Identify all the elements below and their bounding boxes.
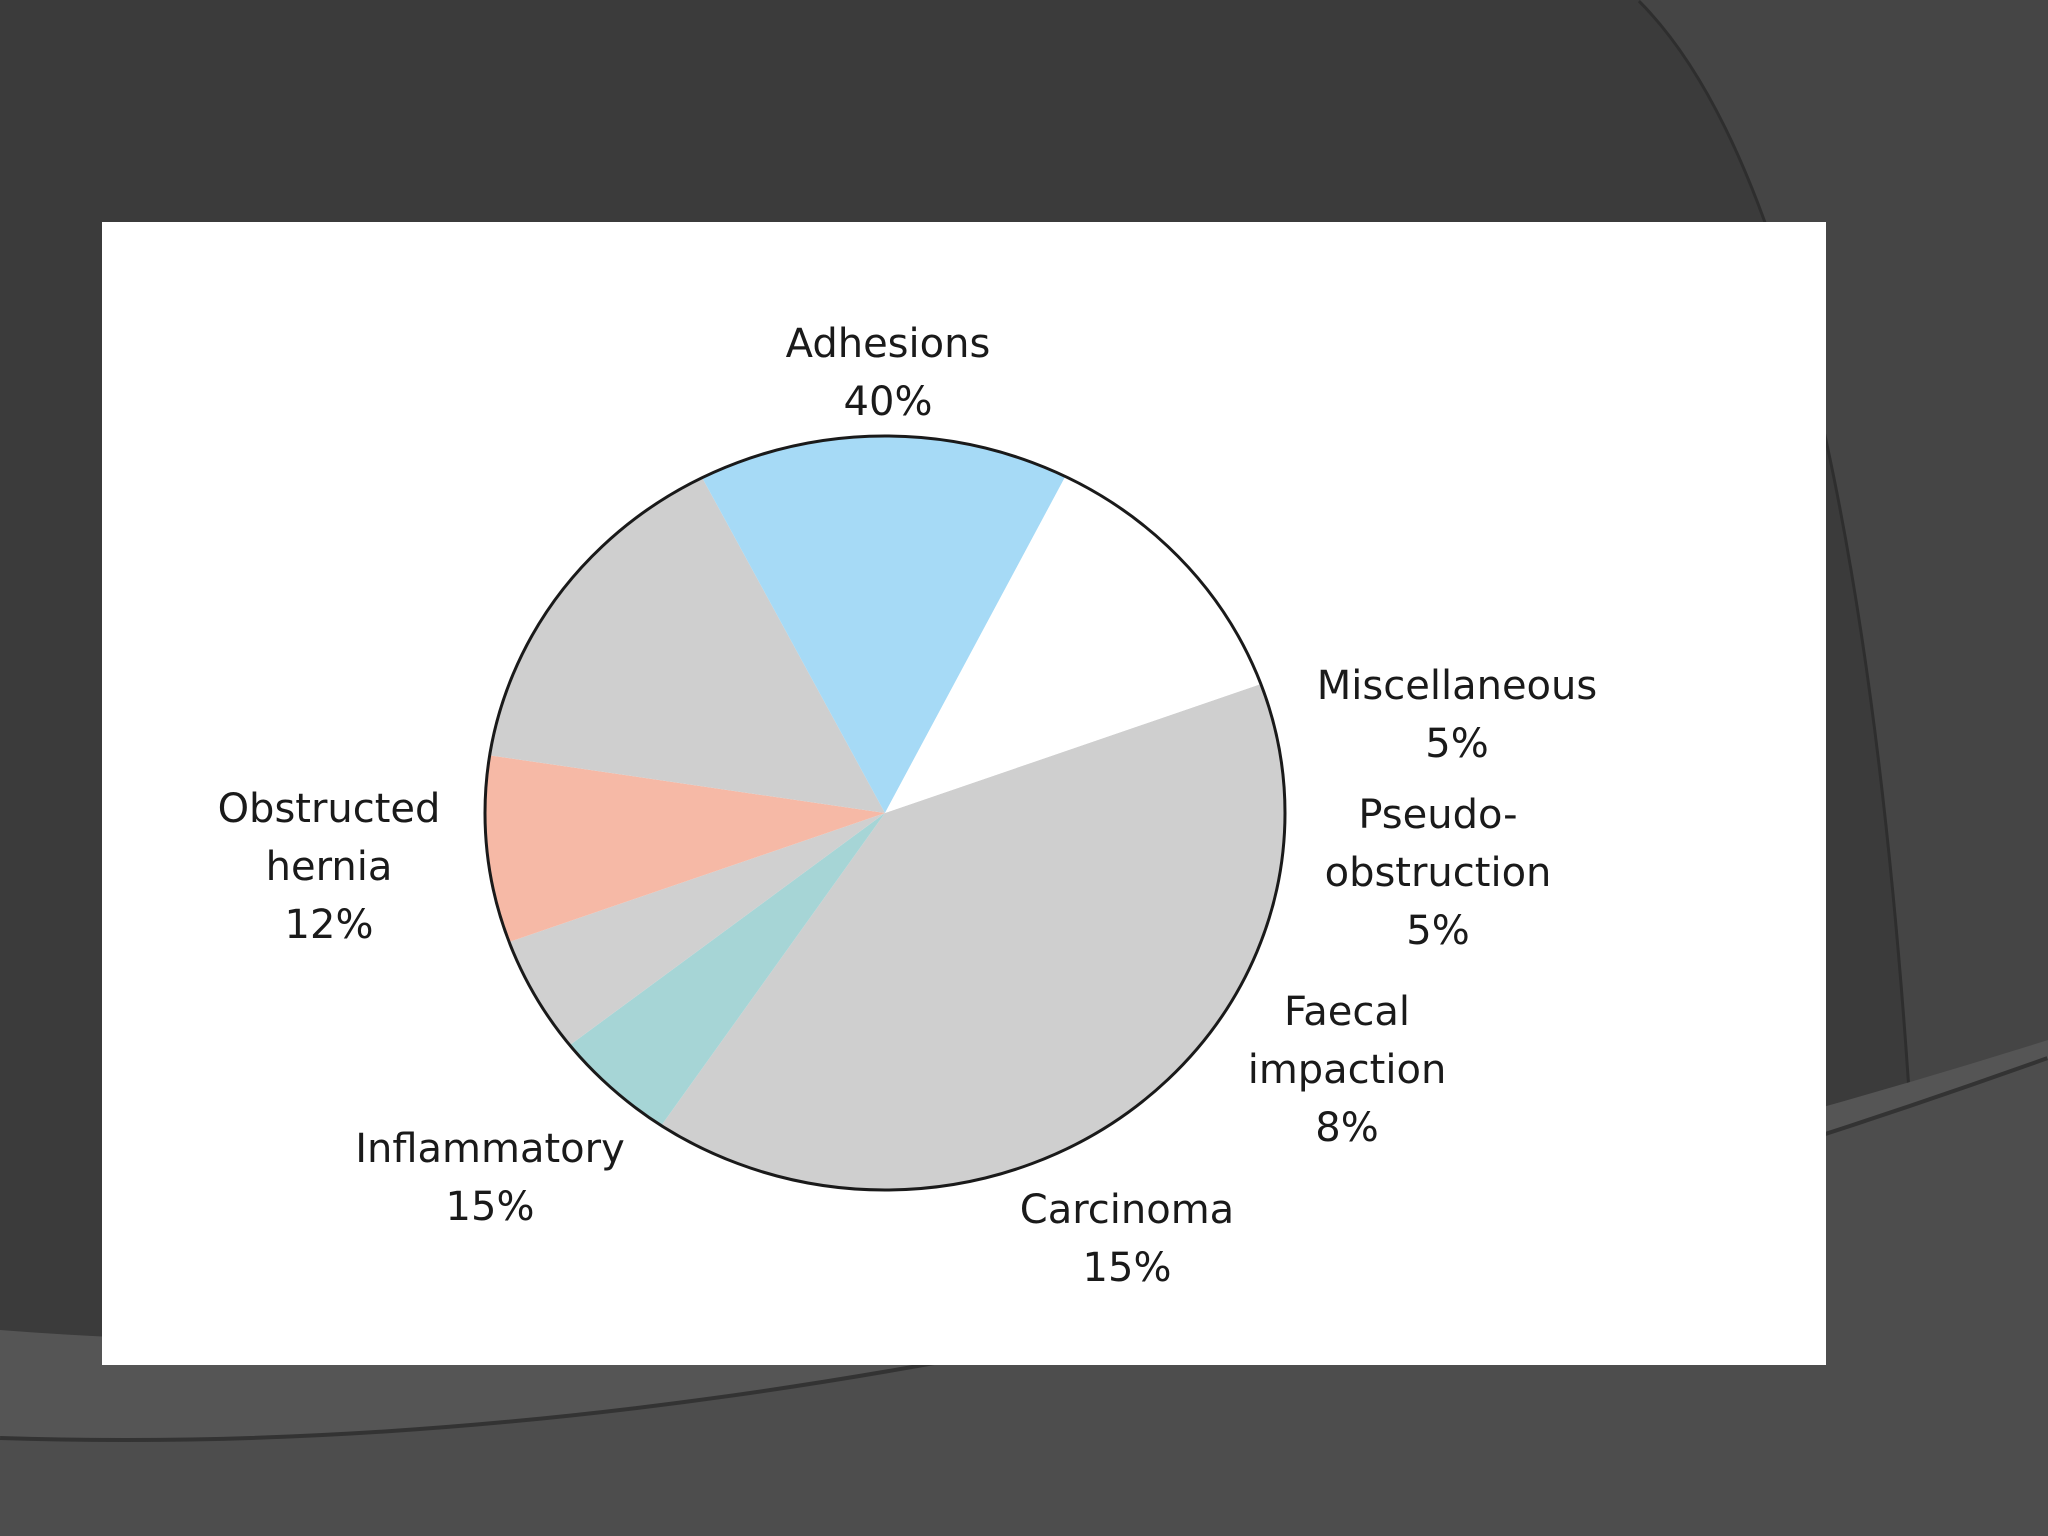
slice-value-label: 5%	[1406, 908, 1469, 954]
pie-slice-inflammatory	[702, 436, 1066, 813]
slice-value-label: 15%	[1083, 1245, 1172, 1291]
slice-label-5: Inflammatory 15%	[355, 1126, 625, 1230]
slice-value-label: 15%	[446, 1184, 535, 1230]
slice-category-label: impaction	[1248, 1047, 1447, 1093]
chart-card: Adhesions 40% Miscellaneous 5% Pseudo-obstru…	[102, 222, 1826, 1365]
slice-label-6: Obstructed hernia 12%	[218, 786, 441, 948]
slice-label-0: Adhesions 40%	[786, 321, 991, 425]
slice-category-label: Adhesions	[786, 321, 991, 367]
slice-category-label: Pseudo-	[1358, 792, 1517, 838]
pie-slice-adhesions	[661, 684, 1285, 1191]
slice-label-3: Faecal impaction 8%	[1248, 989, 1447, 1151]
slice-category-label: Carcinoma	[1020, 1187, 1234, 1233]
pie-slice-pseudo-obstruction	[509, 813, 885, 1046]
slice-category-label: Faecal	[1284, 989, 1410, 1035]
slice-category-label: obstruction	[1325, 850, 1552, 896]
slice-label-1: Miscellaneous 5%	[1317, 663, 1597, 767]
slice-value-label: 5%	[1425, 721, 1488, 767]
slice-label-2: Pseudo-obstruction 5%	[1325, 792, 1552, 954]
slice-category-label: Miscellaneous	[1317, 663, 1597, 709]
slice-category-label: Obstructed	[218, 786, 441, 832]
pie-slice-miscellaneous	[569, 813, 885, 1126]
pie-slice-faecal-impaction	[485, 755, 885, 942]
pie-slice-obstructed-hernia	[885, 476, 1261, 813]
slice-value-label: 40%	[844, 379, 933, 425]
slice-value-label: 8%	[1315, 1105, 1378, 1151]
pie-chart: Adhesions40%Miscellaneous5%Pseudo-obstru…	[218, 321, 1598, 1291]
slice-value-label: 12%	[285, 902, 374, 948]
slice-category-label: hernia	[266, 844, 393, 890]
slice-category-label: Inflammatory	[355, 1126, 625, 1172]
pie-outline	[483, 434, 1287, 1192]
slice-label-4: Carcinoma 15%	[1020, 1187, 1234, 1291]
